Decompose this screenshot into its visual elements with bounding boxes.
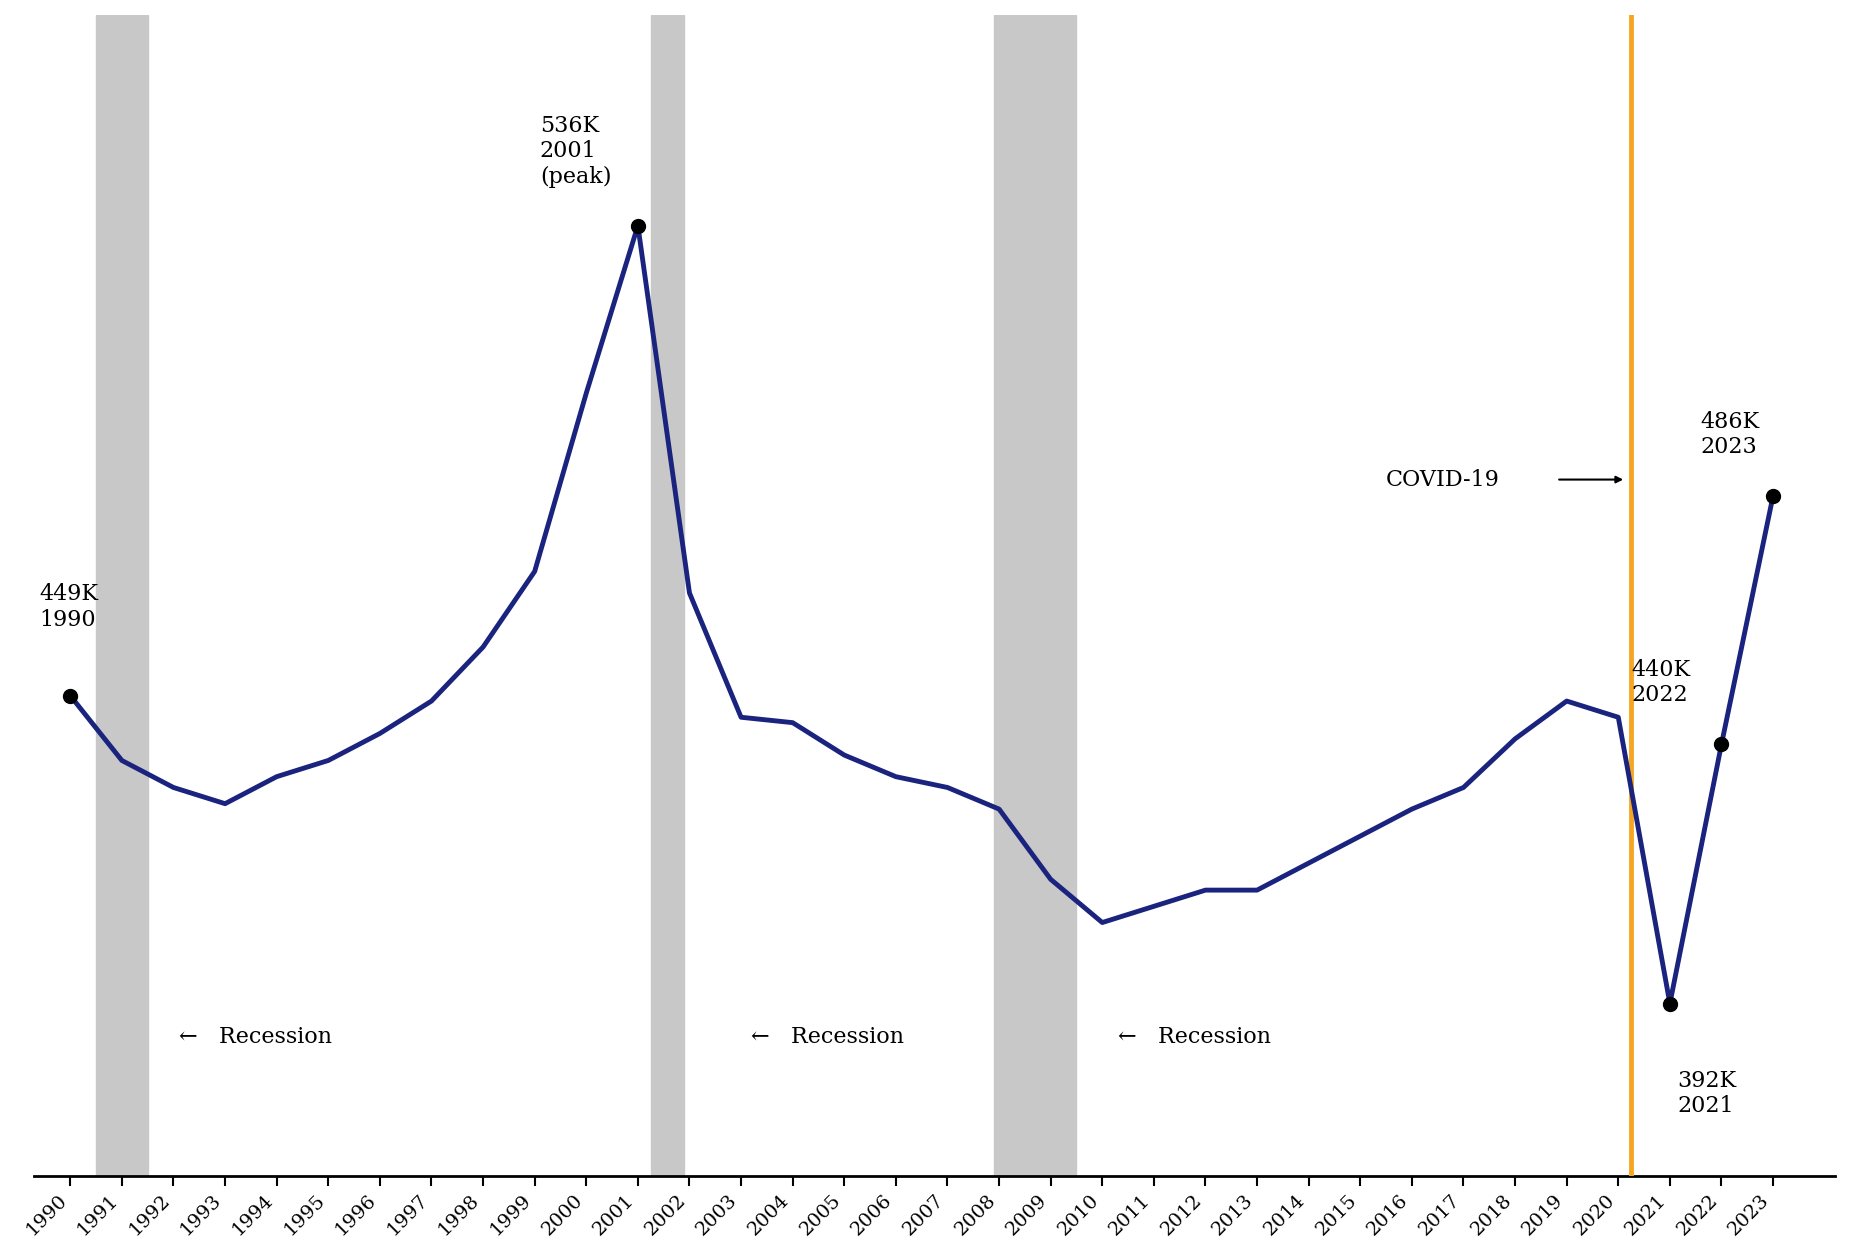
Bar <box>993 15 1077 1176</box>
Bar <box>96 15 148 1176</box>
Text: COVID-19: COVID-19 <box>1386 469 1500 490</box>
Text: ←   Recession: ← Recession <box>179 1026 331 1048</box>
Text: 449K
1990: 449K 1990 <box>39 583 98 631</box>
Text: ←   Recession: ← Recession <box>751 1026 905 1048</box>
Bar <box>651 15 684 1176</box>
Text: 440K
2022: 440K 2022 <box>1632 660 1691 706</box>
Text: 392K
2021: 392K 2021 <box>1678 1070 1737 1117</box>
Text: 536K
2001
(peak): 536K 2001 (peak) <box>540 115 610 188</box>
Text: ←   Recession: ← Recession <box>1117 1026 1271 1048</box>
Text: 486K
2023: 486K 2023 <box>1700 410 1759 458</box>
